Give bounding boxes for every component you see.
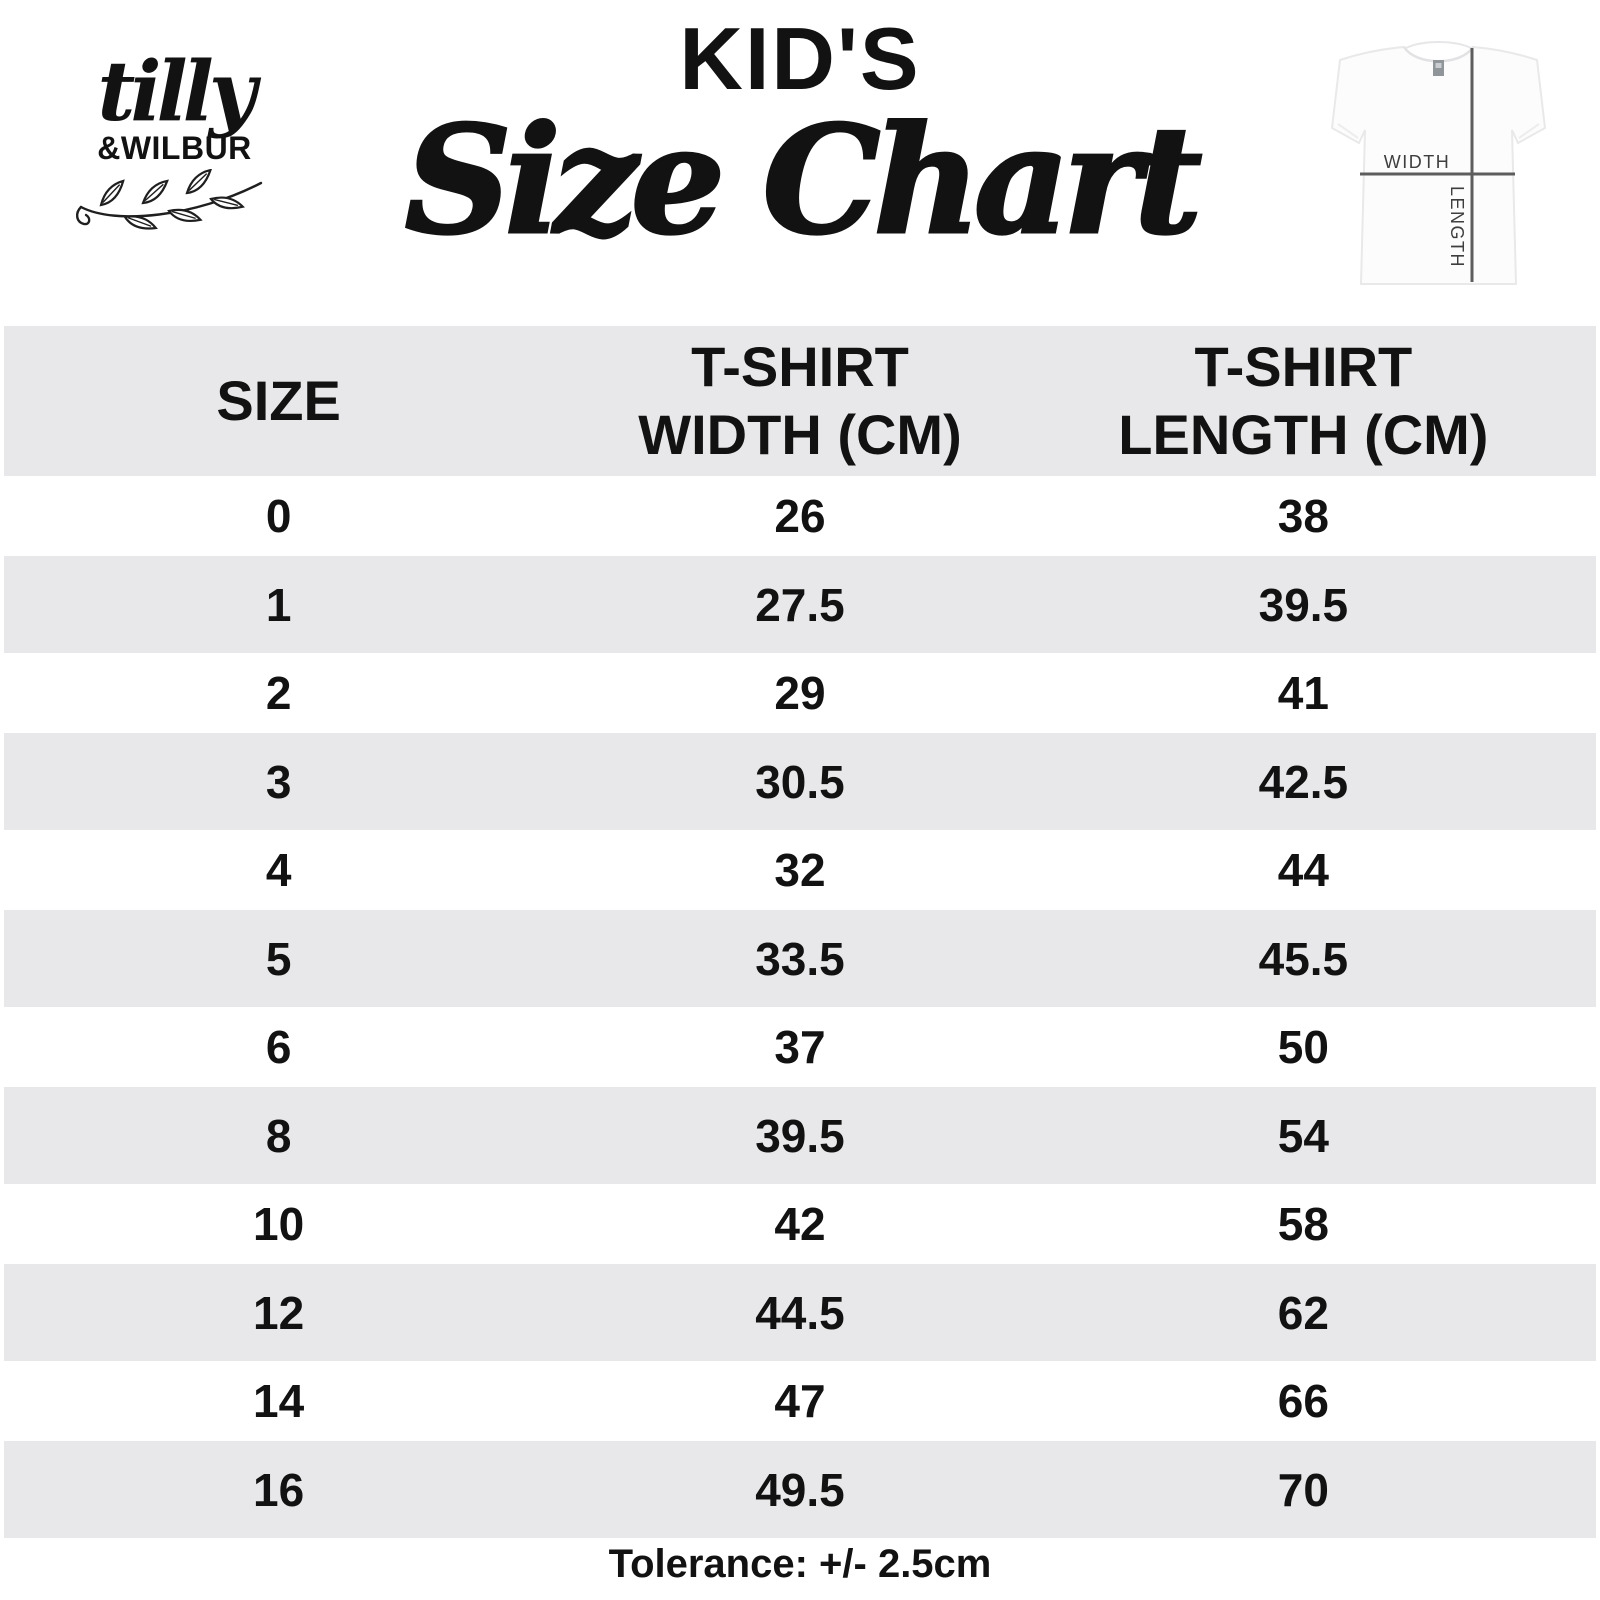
size-cell: 1: [265, 578, 292, 631]
tshirt-measurement-diagram: WIDTH LENGTH: [1292, 40, 1600, 301]
col-header-length: T-SHIRT LENGTH (CM): [1118, 334, 1489, 466]
table-row: 5 33.5 45.5: [4, 910, 1596, 1007]
brand-name-script: tilly: [97, 44, 257, 140]
length-cell: 42.5: [1258, 755, 1349, 808]
size-cell: 10: [253, 1198, 305, 1250]
length-cell: 41: [1277, 667, 1329, 719]
length-cell: 44: [1277, 844, 1329, 896]
size-table-body: 0 26 38 1 27.5 39.5 2 29 41 3 30.5 42.5 …: [4, 476, 1596, 1538]
table-row: 12 44.5 62: [4, 1264, 1596, 1361]
table-header-row: SIZE T-SHIRT WIDTH (CM) T-SHIRT LENGTH (…: [4, 326, 1596, 476]
table-row: 3 30.5 42.5: [4, 733, 1596, 830]
width-cell: 42: [774, 1198, 826, 1250]
table-row: 4 32 44: [4, 830, 1596, 910]
size-cell: 6: [265, 1021, 292, 1073]
width-cell: 30.5: [755, 755, 845, 808]
size-chart-table: SIZE T-SHIRT WIDTH (CM) T-SHIRT LENGTH (…: [4, 326, 1596, 1538]
length-cell: 66: [1277, 1375, 1329, 1427]
size-cell: 8: [265, 1109, 292, 1162]
width-cell: 39.5: [755, 1109, 845, 1162]
page-title: Size Chart: [403, 92, 1203, 269]
size-cell: 16: [253, 1463, 305, 1516]
length-cell: 39.5: [1258, 578, 1349, 631]
brand-name-caps: &WILBUR: [97, 129, 252, 166]
width-cell: 37: [774, 1021, 826, 1073]
length-cell: 58: [1277, 1198, 1329, 1250]
length-label: LENGTH: [1447, 186, 1467, 268]
size-cell: 4: [265, 844, 292, 896]
table-row: 10 42 58: [4, 1184, 1596, 1264]
size-cell: 0: [265, 490, 292, 542]
table-row: 16 49.5 70: [4, 1441, 1596, 1538]
length-cell: 38: [1277, 490, 1329, 542]
width-cell: 33.5: [755, 932, 845, 985]
width-cell: 44.5: [755, 1286, 845, 1339]
table-row: 2 29 41: [4, 653, 1596, 733]
width-cell: 47: [774, 1375, 826, 1427]
width-cell: 27.5: [755, 578, 845, 631]
length-cell: 45.5: [1258, 932, 1349, 985]
table-row: 14 47 66: [4, 1361, 1596, 1441]
width-cell: 29: [774, 667, 826, 719]
width-cell: 49.5: [755, 1463, 845, 1516]
length-cell: 62: [1277, 1286, 1329, 1339]
length-cell: 50: [1277, 1021, 1329, 1073]
col-header-width: T-SHIRT WIDTH (CM): [638, 334, 962, 466]
page-category-title: KID'S: [679, 9, 921, 108]
table-row: 1 27.5 39.5: [4, 556, 1596, 653]
size-cell: 5: [265, 932, 292, 985]
length-cell: 70: [1277, 1463, 1329, 1516]
width-cell: 26: [774, 490, 826, 542]
size-cell: 3: [265, 755, 292, 808]
col-header-size: SIZE: [216, 368, 341, 432]
brand-logo: tilly &WILBUR: [62, 44, 287, 238]
table-row: 0 26 38: [4, 476, 1596, 556]
table-row: 8 39.5 54: [4, 1087, 1596, 1184]
tolerance-note: Tolerance: +/- 2.5cm: [608, 1542, 992, 1586]
width-label: WIDTH: [1384, 152, 1450, 172]
size-cell: 2: [265, 667, 292, 719]
width-cell: 32: [774, 844, 826, 896]
size-cell: 12: [253, 1286, 305, 1339]
laurel-branch-icon: [62, 168, 287, 238]
table-row: 6 37 50: [4, 1007, 1596, 1087]
length-cell: 54: [1277, 1109, 1329, 1162]
size-cell: 14: [253, 1375, 305, 1427]
